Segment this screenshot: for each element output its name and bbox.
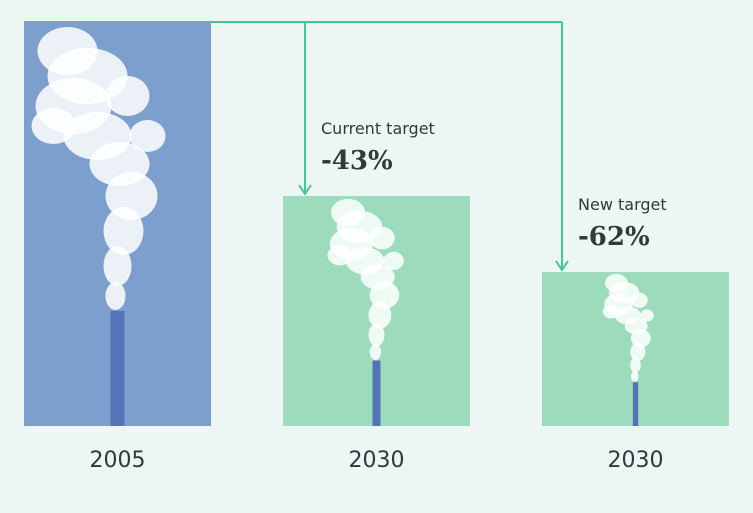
- bar-2030-current-target: [283, 196, 470, 426]
- category-label-2030-new: 2030: [607, 448, 664, 473]
- arrow-down-icon: [555, 260, 569, 272]
- smokestack-image: [31, 27, 166, 426]
- smokestack-image: [327, 198, 404, 426]
- current-target-label: Current target: [321, 119, 435, 138]
- category-label-2005: 2005: [89, 448, 146, 473]
- smokestack-image: [602, 273, 654, 426]
- bar-2005-baseline: [24, 22, 211, 426]
- arrow-down-icon: [298, 184, 312, 196]
- bar-2030-new-target: [542, 272, 729, 426]
- new-target-value: -62%: [578, 222, 650, 252]
- new-target-label: New target: [578, 195, 667, 214]
- current-target-value: -43%: [321, 146, 393, 176]
- category-label-2030-current: 2030: [348, 448, 405, 473]
